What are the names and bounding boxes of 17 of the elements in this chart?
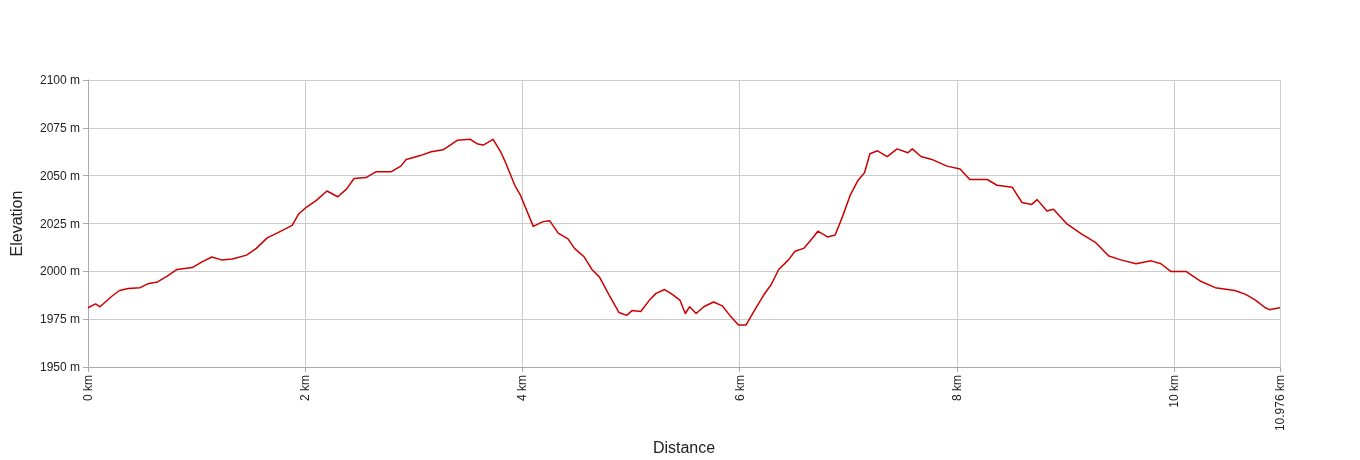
x-tick-label: 10 km	[1167, 375, 1182, 408]
x-tick-label: 8 km	[949, 375, 964, 402]
y-tick-label: 1975 m	[39, 312, 80, 327]
x-tick-label: 0 km	[81, 375, 95, 402]
x-tick-label: 10.976 km	[1273, 375, 1287, 432]
y-tick-label: 2075 m	[39, 120, 80, 135]
x-axis-title: Distance	[652, 438, 716, 456]
y-tick-label: 2100 m	[39, 73, 80, 87]
line-series	[87, 138, 1281, 326]
x-tick-label: 2 km	[298, 375, 313, 402]
y-tick-label: 1950 m	[39, 360, 80, 375]
y-tick-label: 2050 m	[39, 168, 80, 183]
y-tick-label: 2025 m	[39, 216, 80, 231]
x-tick-label: 4 km	[515, 375, 530, 402]
y-tick-label: 2000 m	[39, 264, 80, 279]
y-axis-title: Elevation	[7, 190, 25, 257]
x-tick-label: 6 km	[732, 375, 747, 402]
